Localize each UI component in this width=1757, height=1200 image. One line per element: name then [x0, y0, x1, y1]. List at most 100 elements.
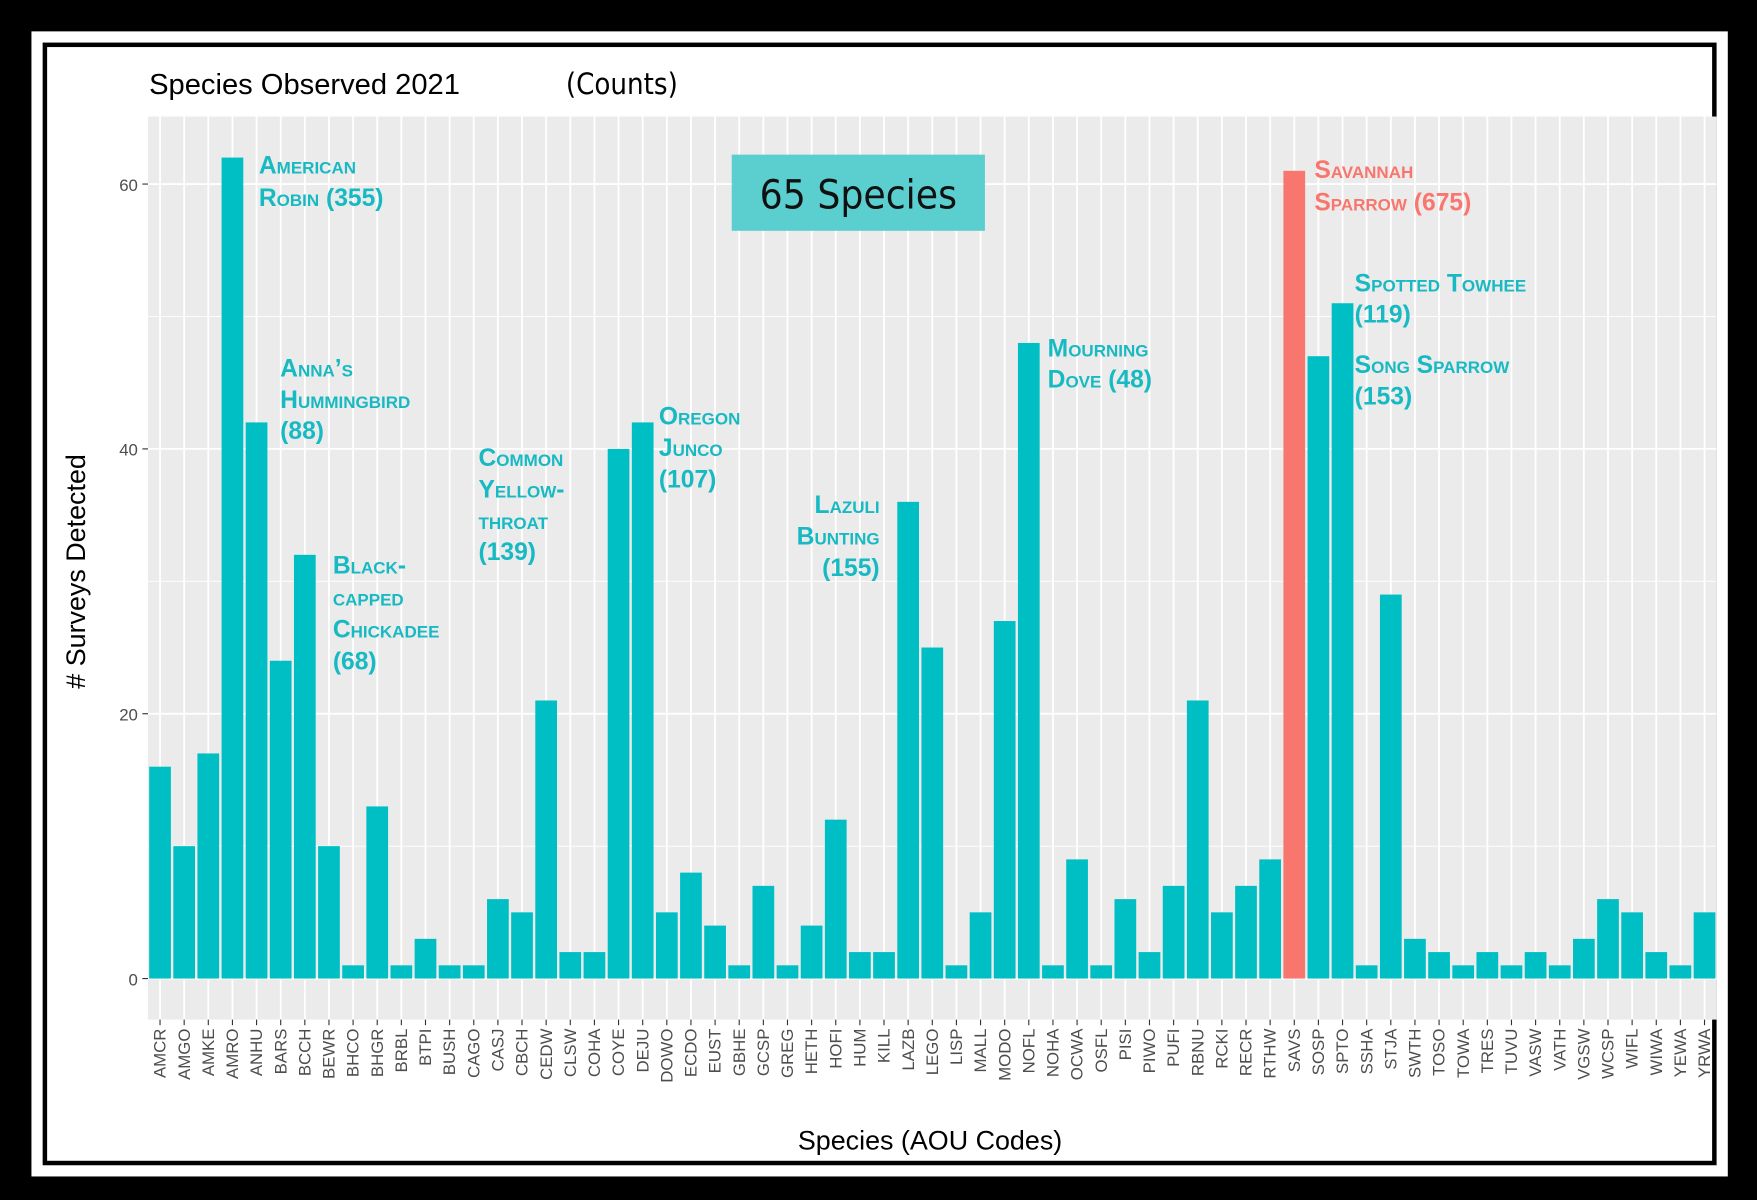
- annotation-line: (68): [333, 648, 377, 675]
- bar: [993, 621, 1016, 979]
- x-tick-label: BRBL: [392, 1029, 411, 1073]
- x-tick-label: WIWA: [1647, 1028, 1666, 1076]
- x-tick-label: CEDW: [537, 1028, 556, 1079]
- x-tick-label: COHA: [585, 1028, 604, 1077]
- bar: [511, 912, 533, 979]
- x-tick-label: GCSP: [754, 1029, 773, 1077]
- bar: [149, 766, 171, 979]
- y-axis-title: # Surveys Detected: [61, 454, 91, 689]
- annotation: Common Yellow-throat (139): [479, 445, 565, 566]
- bar: [487, 899, 509, 979]
- x-tick-label: ECDO: [682, 1029, 701, 1078]
- annotation-line: Song Sparrow: [1355, 352, 1511, 379]
- annotation-line: Oregon: [659, 404, 741, 431]
- x-tick-label: DOWO: [657, 1029, 676, 1083]
- bar: [704, 925, 726, 979]
- bar: [1597, 899, 1619, 979]
- x-tick-label: VATH: [1550, 1029, 1569, 1071]
- bar: [1283, 170, 1306, 979]
- x-tick-label: RTHW: [1261, 1028, 1280, 1078]
- x-tick-label: TRES: [1478, 1029, 1497, 1074]
- bar: [897, 501, 920, 979]
- x-tick-label: BHGR: [368, 1029, 387, 1078]
- bar: [1042, 965, 1064, 979]
- x-tick-label: AMKE: [199, 1029, 218, 1077]
- bar: [752, 885, 775, 979]
- annotation: Song Sparrow (153): [1355, 352, 1511, 410]
- annotation-line: Common: [479, 445, 564, 472]
- bar: [1138, 952, 1161, 979]
- bar: [583, 952, 606, 979]
- annotation-line: Chickadee: [333, 617, 440, 644]
- y-tick-label: 60: [119, 176, 138, 195]
- bar: [800, 925, 823, 979]
- annotation-line: American: [259, 153, 356, 180]
- x-tick-label: CBCH: [513, 1029, 532, 1077]
- bar: [849, 952, 871, 979]
- bar: [1211, 912, 1233, 979]
- bar: [1428, 952, 1450, 979]
- x-tick-label: SAVS: [1285, 1029, 1304, 1073]
- bar: [969, 912, 992, 979]
- x-tick-label: VASW: [1526, 1028, 1545, 1076]
- bar: [462, 965, 485, 979]
- x-tick-label: OCWA: [1068, 1028, 1087, 1080]
- x-tick-label: BUSH: [440, 1029, 459, 1076]
- bar: [1114, 899, 1137, 979]
- x-tick-label: KILL: [875, 1029, 894, 1064]
- x-tick-label: SOSP: [1309, 1029, 1328, 1076]
- x-tick-label: COYE: [609, 1029, 628, 1077]
- bar: [559, 952, 582, 979]
- bar: [173, 846, 196, 979]
- bar: [269, 660, 292, 979]
- bar: [1355, 965, 1378, 979]
- bar: [1693, 912, 1716, 979]
- annotation-line: (88): [280, 418, 324, 445]
- x-tick-label: PISI: [1116, 1029, 1135, 1061]
- x-tick-label: AMGO: [175, 1029, 194, 1080]
- bar: [1307, 356, 1330, 979]
- badge: 65 Species: [760, 171, 957, 218]
- chart-subtitle: (Counts): [566, 67, 678, 101]
- bar: [1235, 885, 1257, 979]
- bars: [149, 157, 1716, 979]
- x-tick-label: VGSW: [1574, 1028, 1593, 1079]
- y-tick-label: 40: [119, 441, 138, 460]
- bar: [921, 647, 944, 979]
- x-tick-label: NOHA: [1044, 1028, 1063, 1077]
- annotation-line: Robin (355): [259, 185, 384, 212]
- bar: [197, 753, 220, 979]
- x-tick-label: DEJU: [633, 1029, 652, 1073]
- bar: [1621, 912, 1643, 979]
- x-tick-label: CAGO: [464, 1029, 483, 1078]
- annotation-line: Sparrow (675): [1314, 190, 1471, 217]
- badge-box: [731, 154, 985, 231]
- bar: [1331, 303, 1354, 979]
- bar: [1669, 965, 1692, 979]
- x-tick-label: YEWA: [1671, 1028, 1690, 1078]
- x-tick-label: TOSO: [1430, 1029, 1449, 1076]
- bar: [776, 965, 799, 979]
- x-tick-label: MODO: [995, 1029, 1014, 1081]
- bar: [293, 554, 316, 979]
- bar: [1066, 859, 1088, 979]
- x-tick-label: LAZB: [899, 1029, 918, 1071]
- annotation-line: Savannah: [1314, 157, 1413, 184]
- annotation: Lazuli Bunting (155): [797, 492, 880, 582]
- bar: [342, 965, 364, 979]
- bar: [680, 872, 702, 979]
- annotation-line: (107): [659, 466, 717, 493]
- x-tick-label: HUM: [850, 1029, 869, 1067]
- x-tick-label: RBNU: [1188, 1029, 1207, 1077]
- bar: [1524, 952, 1547, 979]
- annotations: American Robin (355) Anna’s Hummingbird (88)…: [259, 153, 1526, 676]
- x-tick-label: GBHE: [730, 1029, 749, 1077]
- annotation-line: Hummingbird: [280, 387, 410, 414]
- bar: [1476, 952, 1499, 979]
- bar: [535, 700, 558, 979]
- bar: [438, 965, 461, 979]
- bar: [655, 912, 678, 979]
- annotation-line: Anna’s: [280, 355, 353, 382]
- bar: [366, 806, 389, 979]
